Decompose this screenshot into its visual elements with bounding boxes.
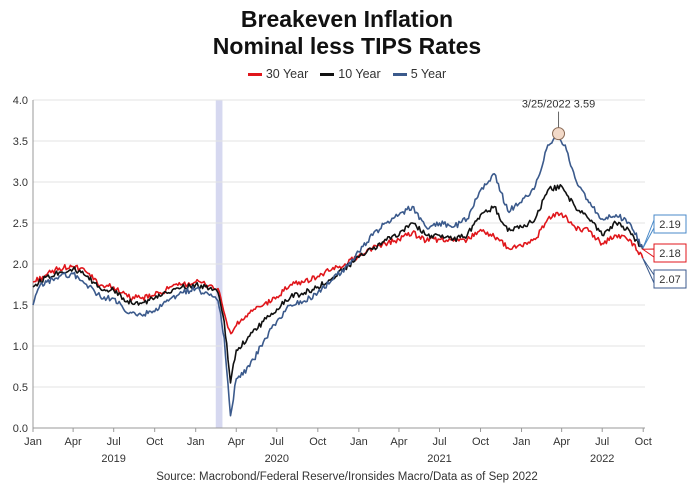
x-tick-label: Jan (513, 436, 531, 448)
x-tick-label: Oct (635, 436, 652, 448)
series-line-30-year (32, 211, 644, 335)
x-tick-label: Apr (553, 436, 570, 448)
end-label-value: 2.18 (659, 248, 680, 260)
y-tick-label: 1.5 (13, 300, 28, 312)
legend-swatch-5-year (392, 72, 407, 76)
x-tick-label: Jan (187, 436, 205, 448)
legend-item-30-year: 30 Year (247, 67, 309, 81)
y-tick-label: 3.0 (13, 177, 28, 189)
x-year-label: 2022 (590, 453, 614, 465)
x-tick-label: Jan (24, 436, 42, 448)
legend-label-30-year: 30 Year (265, 67, 309, 81)
x-year-label: 2021 (427, 453, 451, 465)
y-tick-label: 2.5 (13, 218, 28, 230)
end-label-box (653, 269, 687, 289)
x-tick-label: Oct (146, 436, 163, 448)
series-line-5-year (32, 132, 644, 417)
y-tick-label: 3.5 (13, 136, 28, 148)
legend-item-10-year: 10 Year (320, 67, 381, 81)
x-tick-label: Oct (309, 436, 326, 448)
legend-label-5-year: 5 Year (410, 67, 447, 81)
annotation-marker (552, 127, 566, 141)
x-tick-label: Jul (270, 436, 284, 448)
x-year-label: 2019 (101, 453, 125, 465)
legend-item-5-year: 5 Year (392, 67, 447, 81)
legend-label-10-year: 10 Year (338, 67, 381, 81)
x-tick-label: Apr (65, 436, 82, 448)
x-year-label: 2020 (265, 453, 289, 465)
y-tick-label: 0.0 (13, 423, 28, 435)
end-label-box (653, 214, 687, 234)
end-label-pointer (641, 248, 655, 258)
legend-swatch-10-year (320, 72, 335, 76)
x-tick-label: Apr (390, 436, 407, 448)
x-tick-label: Jul (107, 436, 121, 448)
x-tick-label: Apr (228, 436, 245, 448)
annotation-label: 3/25/2022 3.59 (522, 99, 595, 111)
chart-title-line-1: Breakeven Inflation (240, 6, 454, 32)
end-label-pointer (642, 219, 655, 249)
legend-swatch-30-year (247, 72, 262, 76)
end-label-pointer (642, 257, 655, 284)
x-tick-label: Jan (350, 436, 368, 448)
x-tick-label: Jul (432, 436, 446, 448)
chart-legend: 30 Year 10 Year 5 Year (0, 67, 694, 81)
x-tick-label: Jul (595, 436, 609, 448)
source-note: Source: Macrobond/Federal Reserve/Ironsi… (156, 471, 538, 483)
y-tick-label: 4.0 (13, 95, 28, 107)
y-tick-label: 1.0 (13, 341, 28, 353)
end-label-box (653, 243, 687, 263)
chart-title-line-2: Nominal less TIPS Rates (212, 33, 482, 59)
y-tick-label: 0.5 (13, 382, 28, 394)
x-tick-label: Oct (472, 436, 489, 448)
end-label-value: 2.19 (659, 219, 680, 231)
y-tick-label: 2.0 (13, 259, 28, 271)
chart-title: Breakeven Inflation Nominal less TIPS Ra… (0, 6, 694, 60)
series-line-10-year (32, 184, 644, 384)
end-label-value: 2.07 (659, 274, 680, 286)
